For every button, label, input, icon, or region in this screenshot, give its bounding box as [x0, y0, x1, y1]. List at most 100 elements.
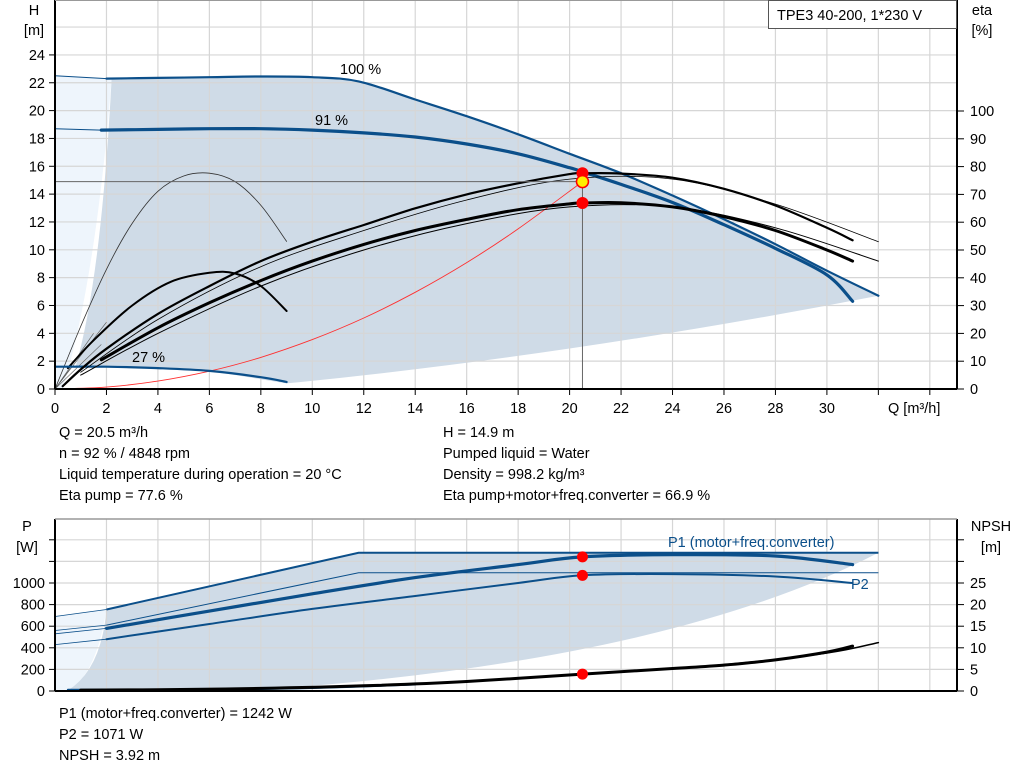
- label-p2: P2: [851, 577, 869, 593]
- y-tick-label-left: 14: [29, 187, 45, 203]
- power-axis-unit: [W]: [16, 540, 38, 556]
- power-axis-label: P: [22, 519, 32, 535]
- x-axis-label: Q [m³/h]: [888, 401, 940, 417]
- p2-max-extension: [54, 624, 107, 631]
- operating-area: [75, 76, 879, 384]
- x-tick-label: 16: [459, 401, 475, 417]
- y-tick-label-left: 22: [29, 76, 45, 92]
- y-tick-label-left: 24: [29, 48, 45, 64]
- p1-max-curve: [106, 551, 879, 611]
- label-p1: P1 (motor+freq.converter): [668, 535, 834, 551]
- y-tick-label-left: 18: [29, 131, 45, 147]
- duty-info-left: Q = 20.5 m³/h n = 92 % / 4848 rpm Liquid…: [59, 423, 342, 507]
- y-tick-label-right: 100: [970, 104, 994, 120]
- x-tick-label: 24: [664, 401, 680, 417]
- info-speed: n = 92 % / 4848 rpm: [59, 446, 190, 462]
- npsh-y-tick-label: 25: [970, 576, 986, 592]
- power-y-tick-label: 1000: [13, 576, 45, 592]
- y-tick-label-right: 50: [970, 243, 986, 259]
- y-axis-label-right: eta: [972, 3, 993, 19]
- curve-91-extension: [54, 128, 102, 131]
- y-tick-label-left: 8: [37, 271, 45, 287]
- info-flow: Q = 20.5 m³/h: [59, 425, 149, 441]
- p1-max-extension: [54, 609, 107, 617]
- x-tick-label: 22: [613, 401, 629, 417]
- y-axis-label-left: H: [29, 3, 39, 19]
- y-tick-label-right: 10: [970, 354, 986, 370]
- y-tick-label-left: 16: [29, 159, 45, 175]
- y-tick-label-right: 70: [970, 187, 986, 203]
- area-light-region: [55, 75, 112, 390]
- label-27: 27 %: [132, 350, 165, 366]
- y-tick-label-left: 6: [37, 298, 45, 314]
- y-tick-label-left: 20: [29, 104, 45, 120]
- efficiency-curve-min-speed: [66, 270, 288, 370]
- y-tick-label-right: 0: [970, 382, 978, 398]
- x-tick-label: 26: [716, 401, 732, 417]
- p1-point: [576, 551, 588, 563]
- info-head: H = 14.9 m: [443, 425, 515, 441]
- x-tick-label: 0: [51, 401, 59, 417]
- x-tick-label: 10: [304, 401, 320, 417]
- x-tick-label: 30: [819, 401, 835, 417]
- info-liquid: Pumped liquid = Water: [443, 446, 590, 462]
- pump-curve-91: [99, 126, 855, 303]
- p2-max-curve: [106, 572, 879, 626]
- x-tick-label: 12: [356, 401, 372, 417]
- x-tick-label: 4: [154, 401, 162, 417]
- power-y-tick-label: 200: [21, 662, 45, 678]
- y-tick-label-left: 10: [29, 243, 45, 259]
- duty-info-right: H = 14.9 m Pumped liquid = Water Density…: [443, 423, 710, 507]
- p2-extension: [54, 638, 107, 645]
- x-tick-label: 20: [562, 401, 578, 417]
- x-tick-label: 6: [205, 401, 213, 417]
- x-tick-label: 28: [767, 401, 783, 417]
- x-tick-label: 18: [510, 401, 526, 417]
- efficiency-total-curve: [99, 200, 855, 362]
- curve-100-extension: [54, 75, 107, 80]
- power-y-tick-label: 400: [21, 641, 45, 657]
- npsh-axis-unit: [m]: [981, 540, 1001, 556]
- info-temperature: Liquid temperature during operation = 20…: [59, 467, 342, 483]
- pump-curve-27: [53, 365, 288, 384]
- eta-total-point: [576, 197, 589, 210]
- efficiency-origin-line: [54, 322, 107, 390]
- x-tick-label: 14: [407, 401, 423, 417]
- info-density: Density = 998.2 kg/m³: [443, 467, 585, 483]
- efficiency-total-max-thin: [80, 204, 879, 376]
- npsh-y-tick-label: 0: [970, 684, 978, 700]
- p2-point: [576, 569, 588, 581]
- npsh-point: [576, 668, 588, 680]
- p2-curve: [105, 573, 854, 641]
- y-tick-label-right: 40: [970, 271, 986, 287]
- info-p1: P1 (motor+freq.converter) = 1242 W: [59, 706, 292, 722]
- label-100: 100 %: [340, 62, 381, 78]
- label-91: 91 %: [315, 113, 348, 129]
- x-tick-label: 2: [102, 401, 110, 417]
- info-eta-total: Eta pump+motor+freq.converter = 66.9 %: [443, 488, 711, 504]
- y-tick-label-left: 12: [29, 215, 45, 231]
- y-axis-label-right-unit: [%]: [972, 23, 993, 39]
- x-tick-label: 8: [257, 401, 265, 417]
- npsh-y-tick-label: 5: [970, 662, 978, 678]
- y-tick-label-left: 4: [37, 326, 45, 342]
- npsh-y-tick-label: 10: [970, 641, 986, 657]
- system-curve: [54, 181, 583, 390]
- y-tick-label-right: 90: [970, 132, 986, 148]
- y-tick-label-right: 20: [970, 326, 986, 342]
- power-operating-area: [67, 552, 879, 691]
- y-tick-label-right: 30: [970, 299, 986, 315]
- npsh-max-curve: [581, 641, 880, 675]
- chart-title: TPE3 40-200, 1*230 V: [777, 8, 922, 24]
- y-tick-label-right: 80: [970, 160, 986, 176]
- info-npsh: NPSH = 3.92 m: [59, 748, 161, 764]
- y-axis-label-left-unit: [m]: [24, 23, 44, 39]
- npsh-axis-label: NPSH: [971, 519, 1011, 535]
- pump-curve-100: [105, 75, 880, 297]
- y-tick-label-right: 60: [970, 215, 986, 231]
- power-y-tick-label: 0: [37, 684, 45, 700]
- power-y-tick-label: 800: [21, 598, 45, 614]
- power-info: P1 (motor+freq.converter) = 1242 W P2 = …: [59, 704, 292, 767]
- p1-curve: [104, 553, 855, 630]
